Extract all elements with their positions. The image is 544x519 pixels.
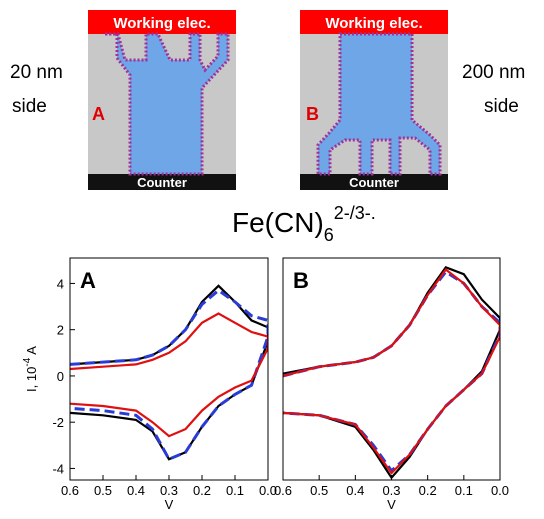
x-tick-label: 0.3 <box>382 483 400 498</box>
data-line <box>283 268 500 475</box>
y-tick-label: 0 <box>57 369 64 384</box>
y-tick-label: 4 <box>57 276 64 291</box>
x-tick-label: 0.5 <box>310 483 328 498</box>
electrode-label: Counter <box>349 175 399 190</box>
x-tick-label: 0.4 <box>127 483 145 498</box>
panel-label: A <box>80 268 96 293</box>
panel-label: B <box>293 268 309 293</box>
side-label: side <box>12 96 47 117</box>
x-tick-label: 0.0 <box>491 483 509 498</box>
diagram-letter: B <box>306 104 319 124</box>
x-tick-label: 0.1 <box>226 483 244 498</box>
formula-base: Fe(CN) <box>232 207 324 238</box>
x-axis-label: V <box>165 497 174 512</box>
x-tick-label: 0.2 <box>193 483 211 498</box>
working-electrode <box>300 10 448 34</box>
x-tick-label: 0.6 <box>61 483 79 498</box>
y-label-base: I, 10 <box>24 367 39 392</box>
y-tick-label: 2 <box>57 323 64 338</box>
diagram-left: Working elec. Counter 20 nm side A <box>10 10 236 190</box>
data-line <box>70 312 268 438</box>
formula-subscript: 6 <box>324 225 334 245</box>
side-label: 20 nm <box>10 62 63 83</box>
pore-structure <box>105 32 230 176</box>
y-label-unit: A <box>24 346 39 355</box>
plot-area <box>70 284 268 462</box>
chart: 0.6 0.5 0.4 0.3 0.2 0.1 0.0 B V <box>274 257 509 512</box>
electrode-label: Working elec. <box>325 15 422 32</box>
y-tick-label: -4 <box>52 461 64 476</box>
side-label: side <box>484 96 519 117</box>
diagram-letter: A <box>92 104 105 124</box>
diagram-right: Working elec. Counter 200 nm side B <box>300 10 525 190</box>
x-tick-label: 0.1 <box>455 483 473 498</box>
working-electrode <box>88 10 236 34</box>
x-tick-label: 0.4 <box>346 483 364 498</box>
pore-structure <box>316 32 442 176</box>
x-axis-label: V <box>387 497 396 512</box>
counter-electrode <box>300 174 448 190</box>
formula: Fe(CN)62-/3-. <box>232 203 376 245</box>
electrode-label: Counter <box>137 175 187 190</box>
formula-superscript: 2-/3-. <box>334 203 376 223</box>
data-line <box>70 288 268 462</box>
x-tick-label: 0.0 <box>259 483 277 498</box>
x-tick-label: 0.6 <box>274 483 292 498</box>
y-tick-label: -2 <box>52 415 64 430</box>
electrode-label: Working elec. <box>113 15 210 32</box>
plot-area <box>283 265 500 480</box>
x-tick-label: 0.5 <box>94 483 112 498</box>
plot-frame <box>69 257 269 481</box>
x-tick-label: 0.3 <box>160 483 178 498</box>
data-line <box>283 265 500 480</box>
side-label: 200 nm <box>462 62 525 83</box>
data-line <box>70 284 268 461</box>
data-line <box>283 269 500 474</box>
x-tick-label: 0.2 <box>419 483 437 498</box>
y-axis-label: I, 10-4 A <box>22 346 39 392</box>
y-label-sup: -4 <box>22 357 33 366</box>
counter-electrode <box>88 174 236 190</box>
